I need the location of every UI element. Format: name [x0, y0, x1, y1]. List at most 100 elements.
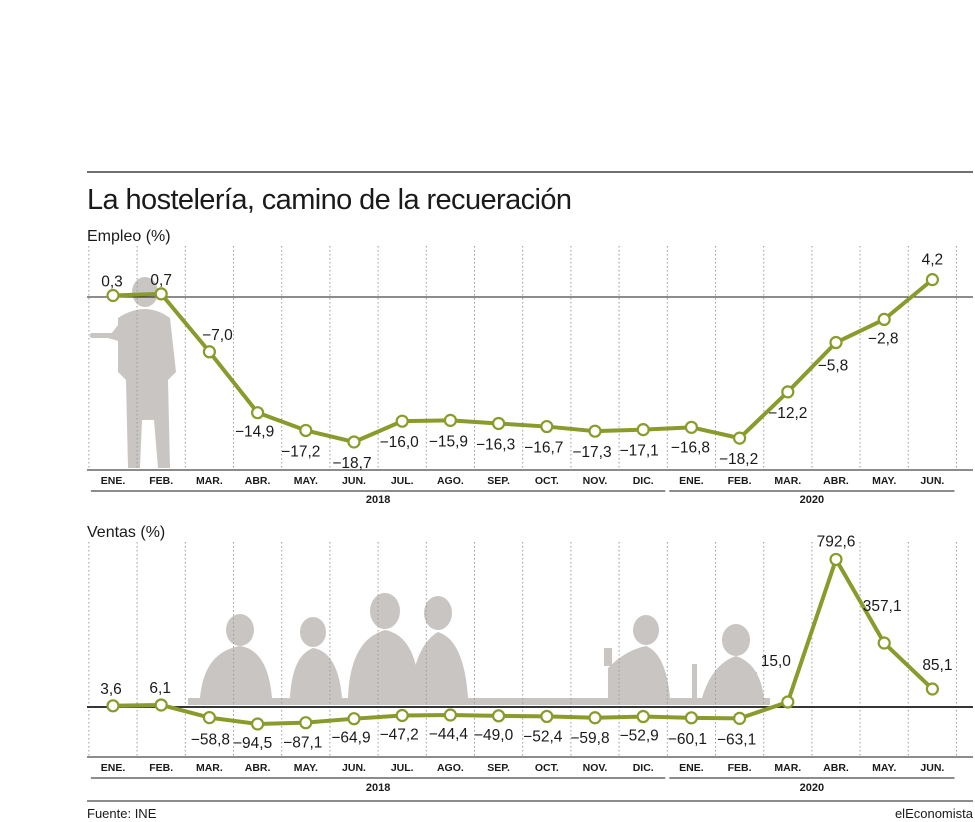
data-point [781, 695, 795, 709]
x-tick-label: OCT. [535, 475, 559, 487]
x-tick-label: MAY. [294, 762, 318, 774]
data-point [154, 287, 168, 301]
data-label: −16,3 [476, 436, 515, 453]
data-label: −16,8 [671, 439, 710, 456]
x-tick-label: JUN. [342, 762, 366, 774]
x-tick-label: MAY. [872, 475, 896, 487]
x-tick-label: FEB. [728, 475, 752, 487]
data-label: −49,0 [474, 727, 514, 744]
x-tick-label: DIC. [633, 475, 654, 487]
x-tick-label: ABR. [245, 475, 271, 487]
x-tick-label: NOV. [583, 762, 608, 774]
data-point [684, 420, 699, 434]
data-label: −47,2 [380, 726, 419, 743]
data-label: 85,1 [922, 657, 952, 674]
x-tick-label: ABR. [245, 762, 271, 774]
data-point [540, 419, 554, 434]
x-tick-label: MAR. [774, 762, 801, 774]
data-point [395, 414, 409, 428]
data-point [443, 413, 457, 427]
data-label: −16,0 [380, 434, 420, 451]
data-point [636, 709, 650, 724]
data-point [492, 709, 506, 723]
data-point [732, 431, 747, 445]
x-tick-label: FEB. [149, 762, 173, 774]
data-point [106, 288, 120, 303]
x-tick-label: MAY. [294, 475, 318, 487]
x-tick-label: MAR. [196, 475, 223, 487]
year-label: 2020 [800, 782, 824, 794]
x-tick-label: AGO. [437, 762, 464, 774]
x-tick-label: SEP. [487, 475, 510, 487]
x-tick-label: DIC. [633, 762, 654, 774]
data-label: −18,7 [332, 455, 371, 472]
x-tick-label: NOV. [583, 475, 608, 487]
chart-title: La hostelería, camino de la recueración [87, 184, 571, 216]
data-point [588, 424, 602, 438]
year-label: 2020 [800, 494, 824, 506]
x-tick-label: ENE. [679, 762, 704, 774]
x-tick-label: ENE. [101, 475, 126, 487]
data-point [443, 708, 457, 722]
data-label: 15,0 [761, 653, 792, 670]
x-tick-label: SEP. [487, 762, 510, 774]
data-label: −44,4 [429, 726, 469, 743]
data-point [781, 385, 795, 399]
data-label: −52,9 [620, 728, 659, 745]
y-axis-label: Ventas (%) [87, 524, 165, 541]
x-tick-label: MAR. [196, 762, 223, 774]
x-tick-label: ENE. [101, 762, 126, 774]
y-axis-label: Empleo (%) [87, 228, 171, 245]
data-label: −58,8 [191, 732, 230, 749]
data-point [684, 711, 699, 725]
data-label: −15,9 [429, 433, 468, 450]
data-label: 4,2 [922, 252, 944, 269]
x-tick-label: JUN. [342, 475, 366, 487]
data-label: −17,2 [281, 443, 320, 460]
data-label: −60,1 [668, 731, 707, 748]
x-tick-label: ABR. [823, 762, 849, 774]
year-label: 2018 [366, 782, 390, 794]
source-note: Fuente: INE [87, 806, 157, 821]
data-label: 792,6 [817, 533, 856, 550]
data-point [925, 273, 940, 287]
data-label: −59,8 [570, 730, 609, 747]
data-point [347, 712, 361, 726]
data-point [877, 312, 891, 326]
x-tick-label: FEB. [728, 762, 752, 774]
data-label: −63,1 [717, 731, 756, 748]
data-label: −87,1 [283, 735, 322, 752]
data-point [106, 699, 120, 713]
data-point [829, 335, 843, 350]
data-label: −12,2 [768, 405, 807, 422]
series-line [112, 278, 934, 444]
data-label: −16,7 [524, 440, 563, 457]
data-point [877, 636, 891, 650]
data-point [588, 711, 602, 725]
data-label: −17,3 [572, 444, 611, 461]
year-label: 2018 [366, 494, 390, 506]
x-tick-label: ABR. [823, 475, 849, 487]
data-label: −94,5 [233, 735, 272, 752]
x-tick-label: JUN. [920, 475, 944, 487]
waiter-silhouette [90, 277, 176, 468]
data-point [492, 416, 506, 431]
data-point [202, 710, 216, 725]
data-point [732, 711, 747, 725]
data-label: −7,0 [202, 327, 233, 344]
x-tick-label: OCT. [535, 762, 559, 774]
data-point [540, 709, 554, 724]
data-point [347, 435, 361, 449]
x-tick-label: FEB. [149, 475, 173, 487]
data-point [202, 345, 216, 359]
data-label: 0,7 [150, 272, 172, 289]
data-point [251, 717, 265, 731]
x-tick-label: JUL. [391, 762, 414, 774]
empleo-panel: Empleo (%) ENE. FEB. MAR. ABR. MAY. JUN. JUL. AG… [87, 228, 973, 506]
data-label: −17,1 [620, 443, 659, 460]
x-tick-label: JUN. [920, 762, 944, 774]
data-point [636, 423, 650, 437]
data-point [299, 716, 313, 730]
data-label: 6,1 [149, 680, 171, 697]
brand-logo: elEconomista [895, 806, 974, 821]
